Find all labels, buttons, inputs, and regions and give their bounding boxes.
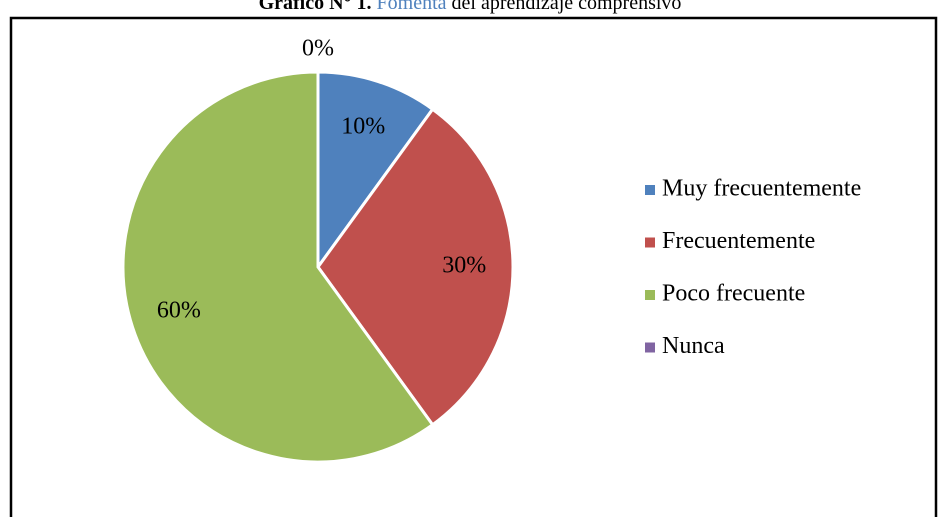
data-label: 30% [442,253,486,279]
legend-label: Muy frecuentemente [662,176,861,202]
legend-swatch [645,237,655,248]
data-label: 10% [341,113,385,139]
data-label: 60% [157,298,201,324]
pie-slice [316,70,435,272]
legend-label: Nunca [662,333,725,359]
chart-title: Gráfico N° 1. Fomenta del aprendizaje co… [259,0,682,14]
legend-swatch [645,290,655,300]
legend-label: Frecuentemente [662,228,815,254]
data-label: 0% [302,36,334,62]
legend-swatch [645,185,655,195]
title-prefix: Gráfico N° 1. [259,0,372,14]
title-keyword: Fomenta [377,0,447,14]
legend-label: Poco frecuente [662,281,805,307]
pie-slice [121,70,435,464]
legend-swatch [645,342,655,353]
title-rest: del aprendizaje comprensivo [452,0,682,14]
pie-slice [316,107,515,427]
chart-frame [9,16,938,517]
